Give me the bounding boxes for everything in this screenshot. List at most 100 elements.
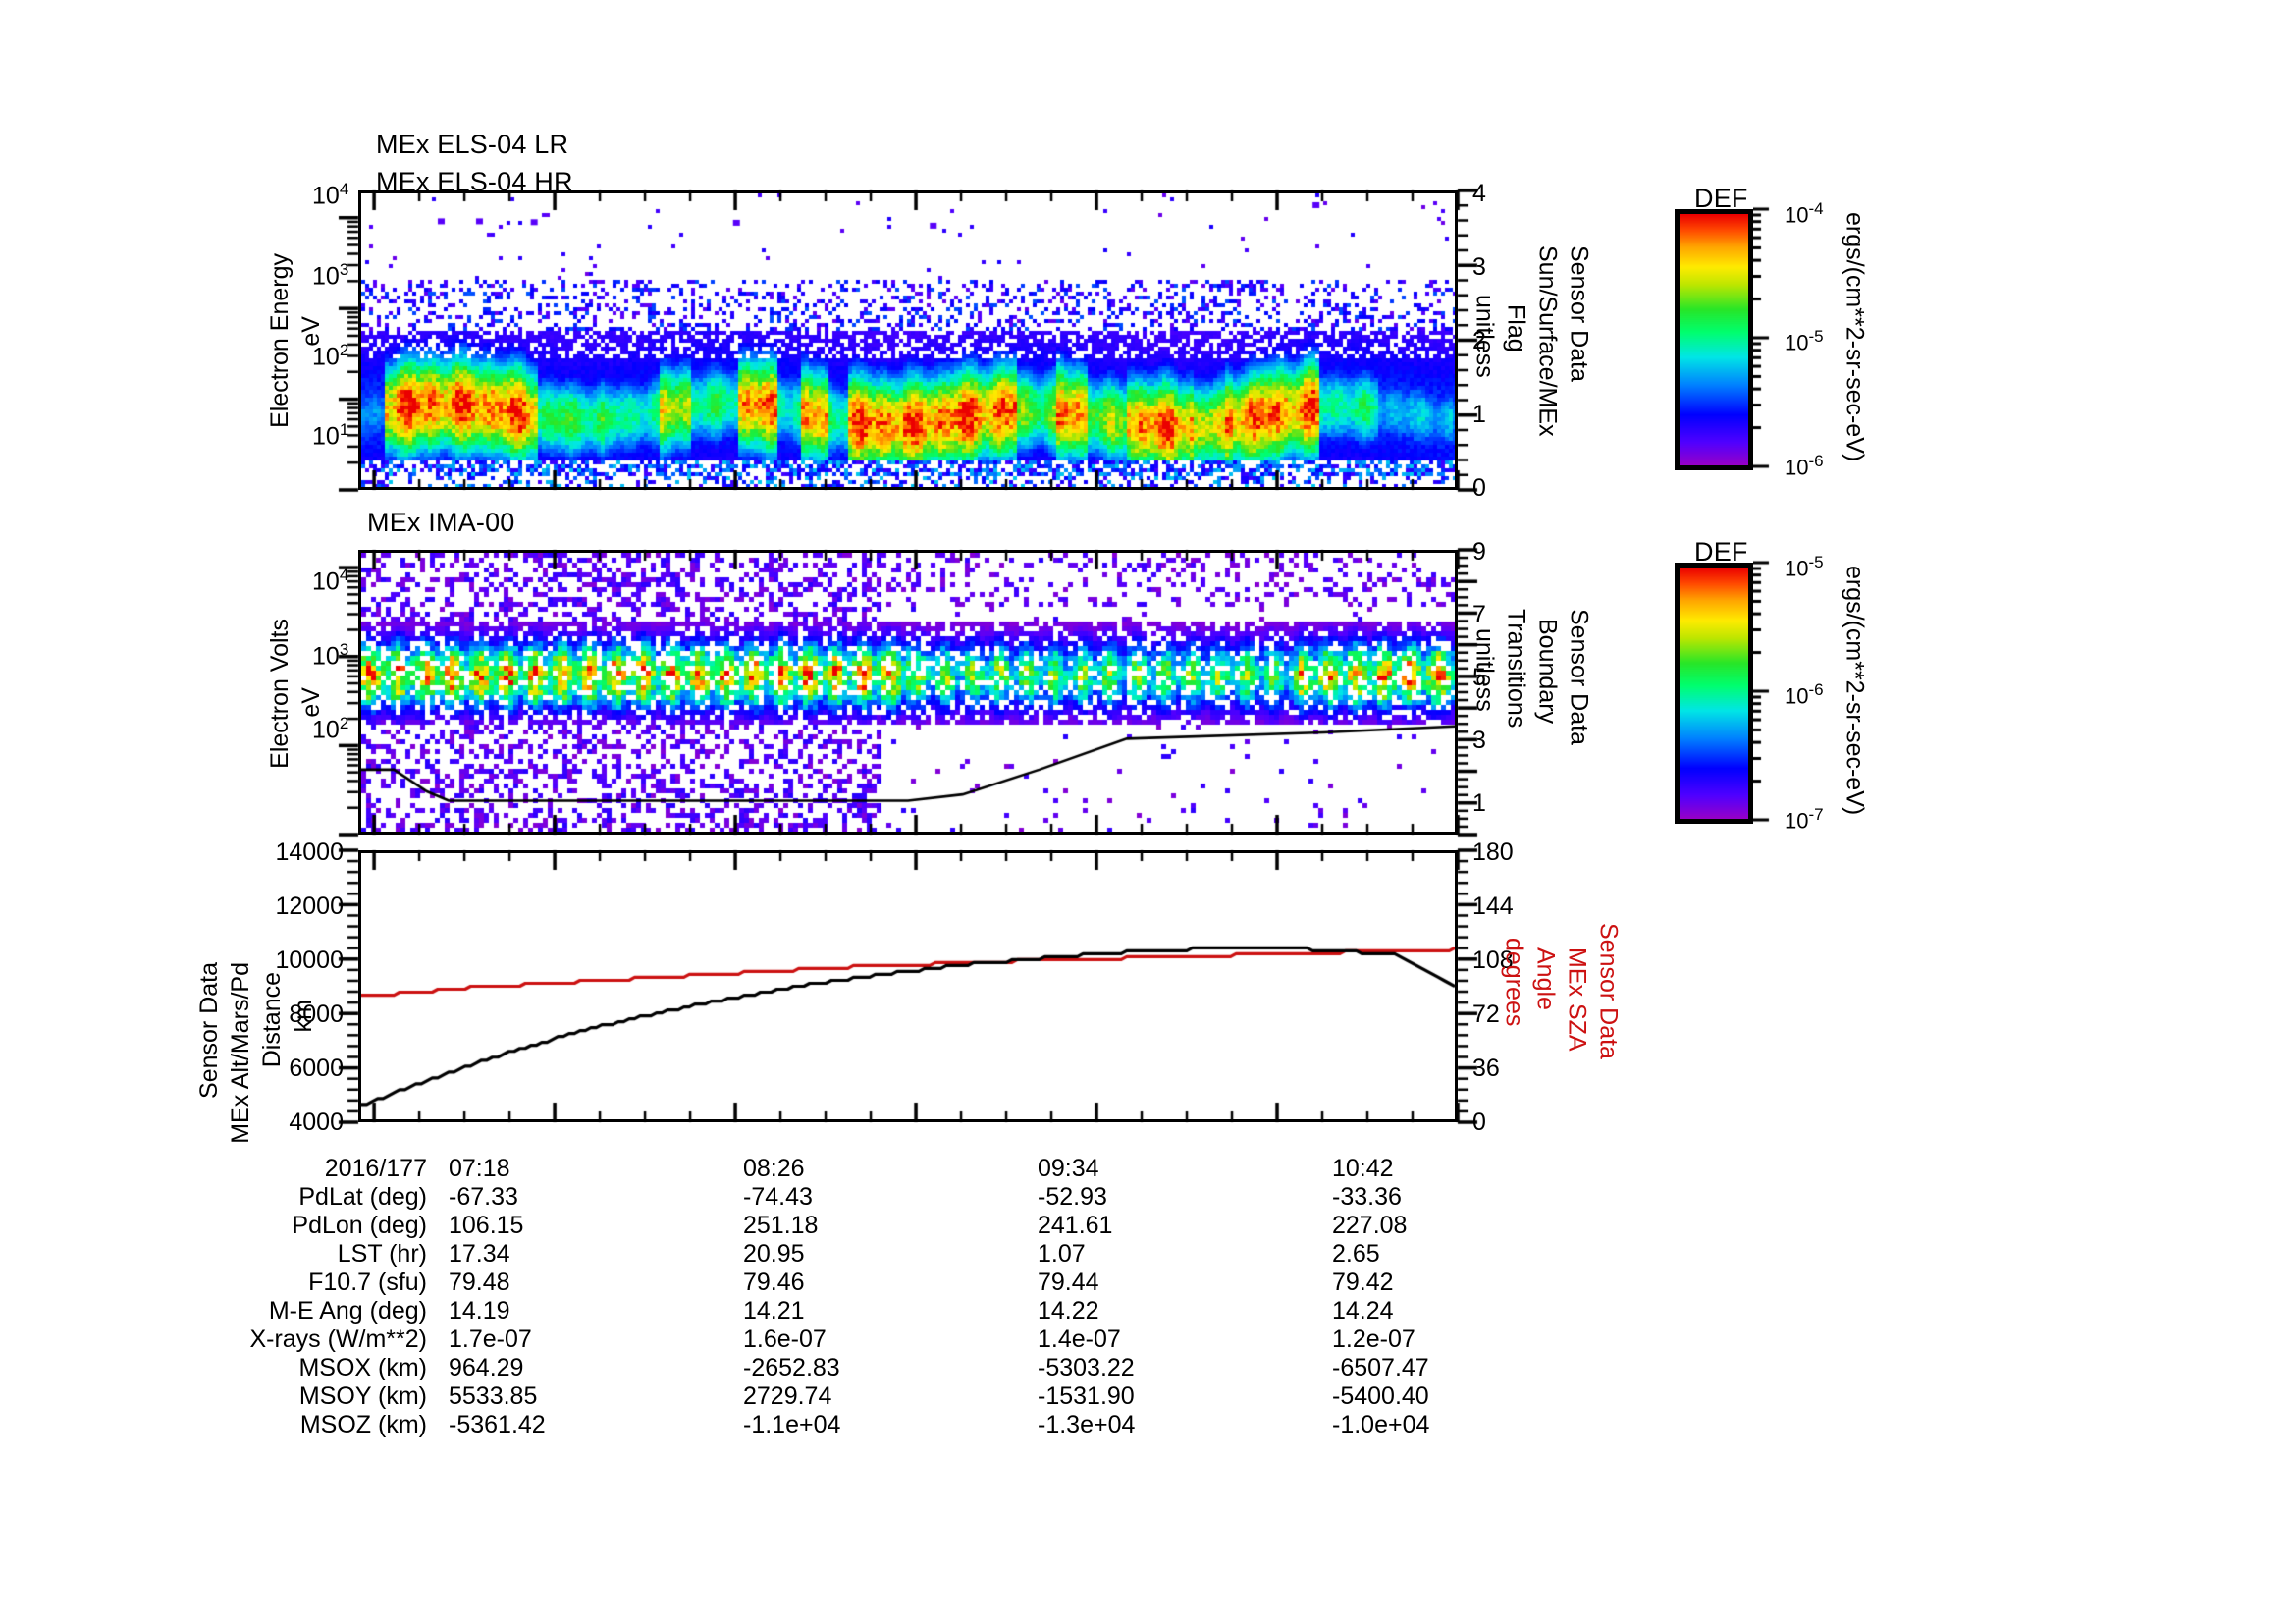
colorbar2-tick-top: 10-5: [1785, 553, 1824, 581]
table-cell: -33.36: [1332, 1183, 1402, 1211]
panel3-right-label-degrees: degrees: [1500, 938, 1528, 1027]
table-row: MSOZ (km) -5361.42 -1.1e+04 -1.3e+04 -1.0e+0…: [201, 1411, 1627, 1439]
panel1-spectrogram: [361, 193, 1455, 487]
table-row: M-E Ang (deg) 14.19 14.21 14.22 14.24: [201, 1297, 1627, 1325]
panel3-ltick-4000: 4000: [289, 1109, 344, 1136]
panel3-ltick-8000: 8000: [289, 1001, 344, 1028]
panel1-rtick-0: 0: [1472, 474, 1486, 502]
panel1-y-axis-label: Electron Energy: [266, 253, 294, 428]
table-row: PdLat (deg) -67.33 -74.43 -52.93 -33.36: [201, 1183, 1627, 1212]
table-cell: -1.3e+04: [1038, 1411, 1136, 1438]
table-cell: 14.19: [449, 1297, 510, 1325]
panel2-plot-frame: [358, 550, 1458, 835]
table-row: X-rays (W/m**2) 1.7e-07 1.6e-07 1.4e-07 1.2e…: [201, 1325, 1627, 1354]
table-cell: 14.24: [1332, 1297, 1394, 1325]
table-row-label: X-rays (W/m**2): [249, 1325, 427, 1353]
colorbar2-tick-bottom: 10-7: [1785, 805, 1824, 834]
panel2-ytick-10e2: 102: [312, 714, 349, 744]
table-cell: 17.34: [449, 1240, 510, 1268]
panel1-right-label-flag: Flag: [1502, 304, 1530, 352]
table-cell: 79.44: [1038, 1269, 1099, 1296]
table-row: 2016/177 07:18 08:26 09:34 10:42: [201, 1155, 1627, 1183]
table-cell: 07:18: [449, 1155, 510, 1182]
panel1-ytick-10e4: 104: [312, 180, 349, 210]
panel1-ytick-10e1: 101: [312, 420, 349, 451]
table-cell: 09:34: [1038, 1155, 1099, 1182]
table-row: MSOY (km) 5533.85 2729.74 -1531.90 -5400.40: [201, 1382, 1627, 1411]
table-row-label: MSOY (km): [298, 1382, 427, 1410]
table-cell: -6507.47: [1332, 1354, 1429, 1381]
table-row: PdLon (deg) 106.15 251.18 241.61 227.08: [201, 1212, 1627, 1240]
panel2-rtick-3: 3: [1472, 727, 1486, 754]
panel2-spectrogram: [361, 553, 1455, 832]
table-row-label: 2016/177: [324, 1155, 427, 1182]
panel3-rtick-144: 144: [1472, 893, 1514, 920]
table-cell: 10:42: [1332, 1155, 1394, 1182]
table-cell: 106.15: [449, 1212, 524, 1239]
colorbar2-tick-mid: 10-6: [1785, 680, 1824, 709]
colorbar1-label: DEF: [1694, 184, 1748, 213]
panel1-right-label-flag-src: Sun/Surface/MEx: [1533, 245, 1562, 437]
table-cell: 08:26: [743, 1155, 805, 1182]
panel1-y-axis-name: Electron Energy: [266, 253, 294, 428]
colorbar2-unit-label: ergs/(cm**2-sr-sec-eV): [1841, 566, 1869, 816]
panel3-plot-frame: [358, 850, 1458, 1122]
panel1-title-lr: MEx ELS-04 LR: [376, 130, 569, 159]
table-row-label: M-E Ang (deg): [268, 1297, 427, 1325]
colorbar2-frame: [1675, 563, 1753, 824]
annotation-table: 2016/177 07:18 08:26 09:34 10:42 PdLat (deg) -…: [201, 1155, 1627, 1439]
panel2-right-label-transitions: Transitions: [1502, 609, 1530, 729]
panel3-ltick-14000: 14000: [275, 839, 344, 866]
colorbar1-tick-mid: 10-5: [1785, 327, 1824, 355]
panel3-right-label-sza: MEx SZA: [1563, 947, 1591, 1052]
table-cell: -5303.22: [1038, 1354, 1135, 1381]
table-cell: -52.93: [1038, 1183, 1107, 1211]
panel1-plot-frame: [358, 190, 1458, 490]
table-cell: 1.07: [1038, 1240, 1086, 1268]
table-cell: 964.29: [449, 1354, 524, 1381]
panel1-ytick-10e3: 103: [312, 260, 349, 291]
table-cell: 14.21: [743, 1297, 805, 1325]
colorbar1-gradient: [1680, 214, 1748, 465]
table-cell: 2729.74: [743, 1382, 832, 1410]
panel1-rtick-1: 1: [1472, 401, 1486, 428]
panel3-right-label-angle: Angle: [1531, 947, 1560, 1010]
panel1-rtick-2: 2: [1472, 327, 1486, 354]
panel2-y-axis-label: Electron Volts: [266, 619, 294, 769]
panel3-right-label-sensor-data: Sensor Data: [1594, 923, 1623, 1059]
table-row-label: PdLon (deg): [292, 1212, 427, 1239]
panel2-y-axis-unit: eV: [297, 687, 325, 718]
panel1-rtick-4: 4: [1472, 180, 1486, 207]
table-row-label: LST (hr): [337, 1240, 427, 1268]
table-row-label: F10.7 (sfu): [308, 1269, 427, 1296]
colorbar2-ticks: [1753, 556, 1783, 831]
table-cell: 251.18: [743, 1212, 819, 1239]
panel1-ytick-10e2: 102: [312, 341, 349, 371]
table-cell: -1.1e+04: [743, 1411, 841, 1438]
table-cell: 79.46: [743, 1269, 805, 1296]
panel3-ltick-12000: 12000: [275, 893, 344, 920]
colorbar1-frame: [1675, 209, 1753, 470]
table-cell: 79.48: [449, 1269, 510, 1296]
panel2-ytick-10e3: 103: [312, 640, 349, 671]
table-cell: 2.65: [1332, 1240, 1380, 1268]
panel1-right-label-sensor-data: Sensor Data: [1565, 245, 1593, 382]
colorbar1-tick-top: 10-4: [1785, 199, 1824, 228]
panel2-rtick-9: 9: [1472, 538, 1486, 566]
panel3-rtick-108: 108: [1472, 947, 1514, 974]
panel2-rtick-7: 7: [1472, 601, 1486, 628]
panel2-right-label-sensor-data: Sensor Data: [1565, 609, 1593, 745]
table-cell: 5533.85: [449, 1382, 538, 1410]
table-cell: 20.95: [743, 1240, 805, 1268]
panel2-rtick-1: 1: [1472, 789, 1486, 817]
table-cell: 241.61: [1038, 1212, 1113, 1239]
table-cell: -2652.83: [743, 1354, 840, 1381]
table-cell: 14.22: [1038, 1297, 1099, 1325]
table-cell: -74.43: [743, 1183, 813, 1211]
panel3-ltick-6000: 6000: [289, 1055, 344, 1082]
table-cell: -5361.42: [449, 1411, 546, 1438]
table-cell: -67.33: [449, 1183, 518, 1211]
panel1-right-label-unitless: unitless: [1470, 295, 1499, 378]
panel1-rtick-3: 3: [1472, 253, 1486, 281]
panel3-lineplot: [361, 853, 1455, 1119]
